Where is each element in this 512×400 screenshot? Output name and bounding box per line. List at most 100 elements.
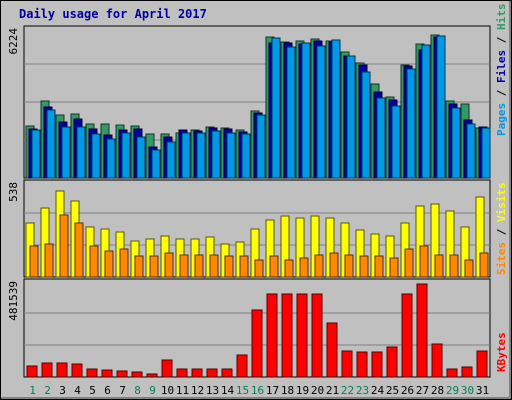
x-tick-label-day-26: 26 — [401, 384, 414, 397]
pages-bar-day-1 — [31, 129, 41, 179]
panel-2-ymax-label: 538 — [7, 182, 20, 202]
pages-bar-day-20 — [316, 45, 326, 179]
frame-shadow-right — [509, 1, 511, 399]
pages-bar-day-31 — [481, 127, 491, 179]
x-tick-label-day-6: 6 — [104, 384, 111, 397]
kbytes-bar-day-18 — [281, 293, 293, 378]
chart-title: Daily usage for April 2017 — [19, 7, 207, 21]
pages-bar-day-2 — [46, 109, 56, 179]
pages-bar-day-13 — [211, 130, 221, 179]
x-tick-label-day-8: 8 — [134, 384, 141, 397]
x-tick-label-day-3: 3 — [59, 384, 66, 397]
sites-bar-day-17 — [269, 255, 279, 278]
pages-bar-day-11 — [181, 132, 191, 179]
sites-bar-day-20 — [314, 254, 324, 278]
kbytes-bar-day-15 — [236, 354, 248, 378]
kbytes-bar-day-2 — [41, 362, 53, 378]
pages-bar-day-27 — [421, 44, 431, 179]
legend-entry-visits: Visits — [495, 182, 508, 222]
sites-bar-day-14 — [224, 255, 234, 278]
pages-bar-day-6 — [106, 138, 116, 179]
sites-bar-day-25 — [389, 257, 399, 278]
x-tick-label-day-30: 30 — [461, 384, 474, 397]
pages-bar-day-21 — [331, 39, 341, 179]
kbytes-bar-day-19 — [296, 293, 308, 378]
x-tick-label-day-18: 18 — [281, 384, 294, 397]
x-tick-label-day-24: 24 — [371, 384, 385, 397]
legend-entry-sites: Sites — [495, 242, 508, 275]
kbytes-bar-day-5 — [86, 368, 98, 378]
sites-bar-day-27 — [419, 245, 429, 278]
sites-bar-day-9 — [149, 255, 159, 278]
sites-bar-day-13 — [209, 254, 219, 278]
kbytes-bar-day-25 — [386, 346, 398, 378]
legend-separator: / — [495, 83, 508, 103]
pages-bar-day-18 — [286, 46, 296, 179]
kbytes-bar-day-23 — [356, 351, 368, 378]
x-tick-label-day-31: 31 — [476, 384, 489, 397]
sites-bar-day-5 — [89, 245, 99, 278]
pages-bar-day-24 — [376, 97, 386, 179]
panel-1-ymax-label: 6224 — [7, 28, 20, 55]
pages-bar-day-25 — [391, 105, 401, 179]
kbytes-bar-day-9 — [146, 373, 158, 378]
x-tick-label-day-13: 13 — [206, 384, 219, 397]
kbytes-bar-day-24 — [371, 351, 383, 378]
x-tick-label-day-23: 23 — [356, 384, 369, 397]
sites-bar-day-18 — [284, 259, 294, 278]
x-tick-label-day-29: 29 — [446, 384, 459, 397]
x-tick-label-day-20: 20 — [311, 384, 324, 397]
sites-bar-day-7 — [119, 248, 129, 278]
sites-bar-day-31 — [479, 252, 489, 278]
sites-bar-day-19 — [299, 257, 309, 278]
legend-separator: / — [495, 30, 508, 50]
pages-bar-day-17 — [271, 37, 281, 179]
sites-bar-day-22 — [344, 254, 354, 278]
kbytes-bar-day-7 — [116, 370, 128, 378]
pages-bar-day-30 — [466, 123, 476, 179]
frame-shadow-bottom — [1, 397, 511, 399]
x-tick-label-day-9: 9 — [149, 384, 156, 397]
x-tick-label-day-27: 27 — [416, 384, 429, 397]
kbytes-bar-day-29 — [446, 368, 458, 378]
x-tick-label-day-7: 7 — [119, 384, 126, 397]
legend-pages-files-hits: Pages / Files / Hits — [495, 4, 508, 137]
pages-bar-day-7 — [121, 132, 131, 179]
sites-bar-day-24 — [374, 255, 384, 278]
pages-bar-day-10 — [166, 141, 176, 179]
legend-entry-hits: Hits — [495, 4, 508, 31]
x-tick-label-day-19: 19 — [296, 384, 309, 397]
x-tick-label-day-4: 4 — [74, 384, 81, 397]
sites-bar-day-4 — [74, 222, 84, 278]
kbytes-bar-day-27 — [416, 283, 428, 378]
kbytes-bar-day-6 — [101, 369, 113, 378]
x-tick-label-day-2: 2 — [44, 384, 51, 397]
kbytes-bar-day-14 — [221, 368, 233, 378]
pages-bar-day-5 — [91, 133, 101, 179]
kbytes-bar-day-13 — [206, 368, 218, 378]
x-tick-label-day-17: 17 — [266, 384, 279, 397]
kbytes-bar-day-8 — [131, 371, 143, 378]
legend-kbytes: KBytes — [495, 332, 508, 372]
x-tick-label-day-21: 21 — [326, 384, 339, 397]
legend-entry-files: Files — [495, 50, 508, 83]
pages-bar-day-12 — [196, 132, 206, 179]
x-tick-label-day-12: 12 — [191, 384, 204, 397]
pages-bar-day-8 — [136, 136, 146, 179]
kbytes-bar-day-1 — [26, 365, 38, 378]
sites-bar-day-8 — [134, 255, 144, 278]
kbytes-bar-day-30 — [461, 366, 473, 378]
kbytes-bar-day-31 — [476, 350, 488, 378]
kbytes-bar-day-3 — [56, 362, 68, 378]
kbytes-bar-day-20 — [311, 293, 323, 378]
pages-bar-day-19 — [301, 42, 311, 179]
sites-bar-day-10 — [164, 252, 174, 278]
sites-bar-day-11 — [179, 254, 189, 278]
kbytes-bar-day-21 — [326, 322, 338, 378]
x-tick-label-day-10: 10 — [161, 384, 174, 397]
pages-bar-day-4 — [76, 126, 86, 179]
sites-bar-day-15 — [239, 255, 249, 278]
sites-bar-day-21 — [329, 252, 339, 278]
pages-bar-day-26 — [406, 68, 416, 179]
